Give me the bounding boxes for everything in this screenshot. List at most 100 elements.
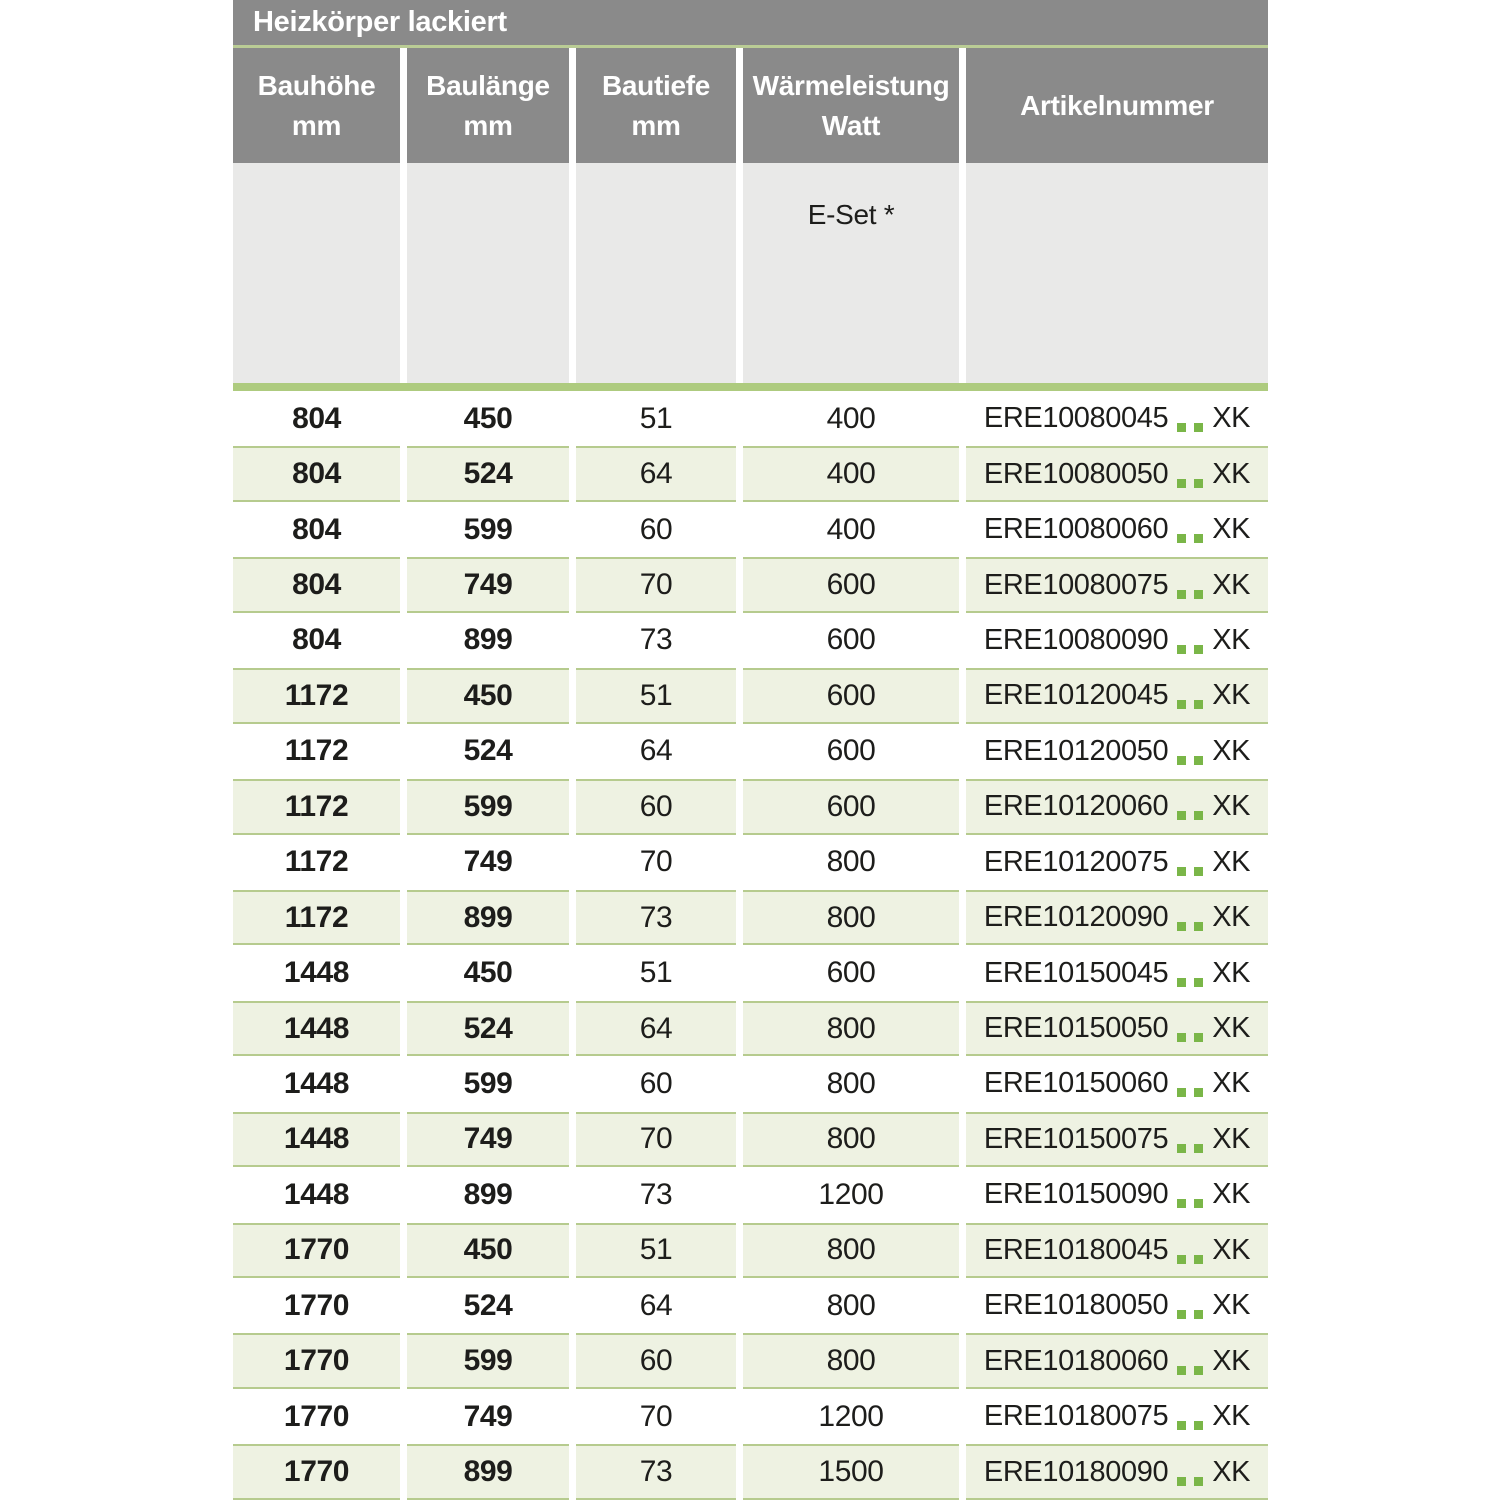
artikel-placeholder-dots bbox=[1177, 589, 1204, 599]
cell-artikelnummer: ERE10150060 XK bbox=[966, 1056, 1268, 1111]
cell-baulaenge: 450 bbox=[463, 401, 513, 435]
artikel-suffix: XK bbox=[1212, 734, 1251, 767]
green-dot-icon bbox=[1177, 1088, 1187, 1098]
artikel-code: ERE10150060 bbox=[983, 1067, 1169, 1100]
green-dot-icon bbox=[1194, 1421, 1204, 1431]
green-dot-icon bbox=[1194, 700, 1204, 710]
green-dot-icon bbox=[1177, 589, 1187, 599]
cell-bautiefe: 64 bbox=[639, 734, 673, 768]
artikel-code: ERE10120075 bbox=[983, 845, 1169, 878]
cell-waermeleistung: 400 bbox=[743, 446, 959, 502]
artikel-placeholder-dots bbox=[1177, 1088, 1204, 1098]
cell-artikelnummer: ERE10120060 XK bbox=[966, 779, 1268, 835]
green-dot-icon bbox=[1177, 922, 1187, 932]
subheader-cell-baulaenge bbox=[407, 163, 569, 383]
artikel-code: ERE10080045 bbox=[983, 402, 1169, 435]
artikel-code: ERE10180050 bbox=[983, 1289, 1169, 1322]
cell-bauhoehe: 804 bbox=[233, 557, 400, 613]
table-row: 804 599 60 400 ERE10080060 XK bbox=[233, 502, 1268, 557]
cell-waermeleistung: 800 bbox=[826, 1288, 876, 1322]
cell-bauhoehe: 804 bbox=[292, 512, 341, 546]
table-row: 1448 749 70 800 ERE10150075 XK bbox=[233, 1111, 1268, 1168]
cell-bautiefe: 64 bbox=[576, 1000, 736, 1057]
cell-bautiefe: 51 bbox=[576, 1222, 736, 1278]
table-row: 1448 899 73 1200 ERE10150090 XK bbox=[233, 1167, 1268, 1222]
cell-artikelnummer: ERE10150075 XK bbox=[966, 1111, 1268, 1168]
cell-waermeleistung: 800 bbox=[826, 845, 876, 879]
cell-bauhoehe: 1770 bbox=[283, 1288, 350, 1322]
cell-baulaenge: 749 bbox=[463, 845, 513, 879]
cell-waermeleistung: 800 bbox=[743, 1000, 959, 1057]
artikel-placeholder-dots bbox=[1177, 977, 1204, 987]
artikel-placeholder-dots bbox=[1177, 644, 1204, 654]
cell-bautiefe: 60 bbox=[639, 512, 673, 546]
artikel-suffix: XK bbox=[1212, 1400, 1251, 1433]
cell-baulaenge: 599 bbox=[407, 1333, 569, 1389]
artikel-code: ERE10120090 bbox=[983, 901, 1169, 934]
artikel-placeholder-dots bbox=[1177, 700, 1204, 710]
cell-bauhoehe: 1770 bbox=[233, 1333, 400, 1389]
column-unit: mm bbox=[291, 109, 342, 141]
artikel-placeholder-dots bbox=[1177, 1365, 1204, 1375]
cell-artikelnummer: ERE10150090 XK bbox=[966, 1167, 1268, 1222]
table-row: 1448 599 60 800 ERE10150060 XK bbox=[233, 1056, 1268, 1111]
column-header-bauhoehe: Bauhöhe mm bbox=[233, 48, 400, 163]
artikel-placeholder-dots bbox=[1177, 1476, 1204, 1486]
green-dot-icon bbox=[1177, 1143, 1187, 1153]
cell-bauhoehe: 1172 bbox=[284, 734, 349, 768]
cell-bautiefe: 51 bbox=[639, 956, 673, 990]
cell-bauhoehe: 1172 bbox=[233, 779, 400, 835]
cell-bauhoehe: 1448 bbox=[283, 956, 350, 990]
cell-bauhoehe: 1172 bbox=[233, 668, 400, 724]
green-dot-icon bbox=[1177, 1365, 1187, 1375]
table-row: 804 450 51 400 ERE10080045 XK bbox=[233, 391, 1268, 446]
cell-bautiefe: 51 bbox=[576, 668, 736, 724]
cell-waermeleistung: 1500 bbox=[743, 1444, 959, 1500]
artikel-code: ERE10180090 bbox=[983, 1455, 1169, 1488]
cell-baulaenge: 899 bbox=[407, 889, 569, 946]
cell-bautiefe: 64 bbox=[576, 446, 736, 502]
table-row: 804 749 70 600 ERE10080075 XK bbox=[233, 557, 1268, 613]
table-row: 804 524 64 400 ERE10080050 XK bbox=[233, 446, 1268, 502]
artikel-code: ERE10150050 bbox=[983, 1012, 1169, 1045]
cell-waermeleistung: 1200 bbox=[818, 1177, 884, 1211]
green-dot-icon bbox=[1194, 1476, 1204, 1486]
green-dot-icon bbox=[1177, 478, 1187, 488]
cell-baulaenge: 899 bbox=[463, 623, 513, 657]
artikel-suffix: XK bbox=[1212, 1178, 1251, 1211]
table-row: 1770 749 70 1200 ERE10180075 XK bbox=[233, 1389, 1268, 1444]
table-row: 1172 524 64 600 ERE10120050 XK bbox=[233, 724, 1268, 779]
cell-artikelnummer: ERE10120050 XK bbox=[966, 724, 1268, 779]
column-unit: Watt bbox=[821, 109, 881, 141]
green-dot-icon bbox=[1194, 644, 1204, 654]
green-dot-icon bbox=[1194, 423, 1204, 433]
table-title-bar: Heizkörper lackiert bbox=[233, 0, 1268, 48]
cell-artikelnummer: ERE10080090 XK bbox=[966, 613, 1268, 668]
cell-bautiefe: 60 bbox=[576, 779, 736, 835]
cell-artikelnummer: ERE10180075 XK bbox=[966, 1389, 1268, 1444]
cell-waermeleistung: 600 bbox=[743, 668, 959, 724]
artikel-suffix: XK bbox=[1212, 1122, 1251, 1155]
artikel-code: ERE10080060 bbox=[983, 513, 1169, 546]
table-row: 1770 450 51 800 ERE10180045 XK bbox=[233, 1222, 1268, 1278]
cell-baulaenge: 749 bbox=[463, 1399, 513, 1433]
cell-artikelnummer: ERE10080045 XK bbox=[966, 391, 1268, 446]
green-dot-icon bbox=[1177, 755, 1187, 765]
artikel-suffix: XK bbox=[1212, 457, 1251, 490]
artikel-code: ERE10180045 bbox=[983, 1233, 1169, 1266]
cell-baulaenge: 899 bbox=[463, 1177, 513, 1211]
green-dot-icon bbox=[1194, 1365, 1204, 1375]
artikel-placeholder-dots bbox=[1177, 866, 1204, 876]
artikel-placeholder-dots bbox=[1177, 1143, 1204, 1153]
cell-waermeleistung: 800 bbox=[743, 1111, 959, 1168]
green-dot-icon bbox=[1194, 866, 1204, 876]
artikel-code: ERE10120045 bbox=[983, 679, 1169, 712]
cell-bautiefe: 70 bbox=[576, 1111, 736, 1168]
cell-artikelnummer: ERE10120075 XK bbox=[966, 835, 1268, 890]
green-dot-icon bbox=[1177, 423, 1187, 433]
artikel-code: ERE10080075 bbox=[983, 568, 1169, 601]
cell-artikelnummer: ERE10120090 XK bbox=[966, 889, 1268, 946]
green-dot-icon bbox=[1194, 1088, 1204, 1098]
artikel-suffix: XK bbox=[1212, 623, 1251, 656]
cell-bauhoehe: 1448 bbox=[233, 1000, 400, 1057]
